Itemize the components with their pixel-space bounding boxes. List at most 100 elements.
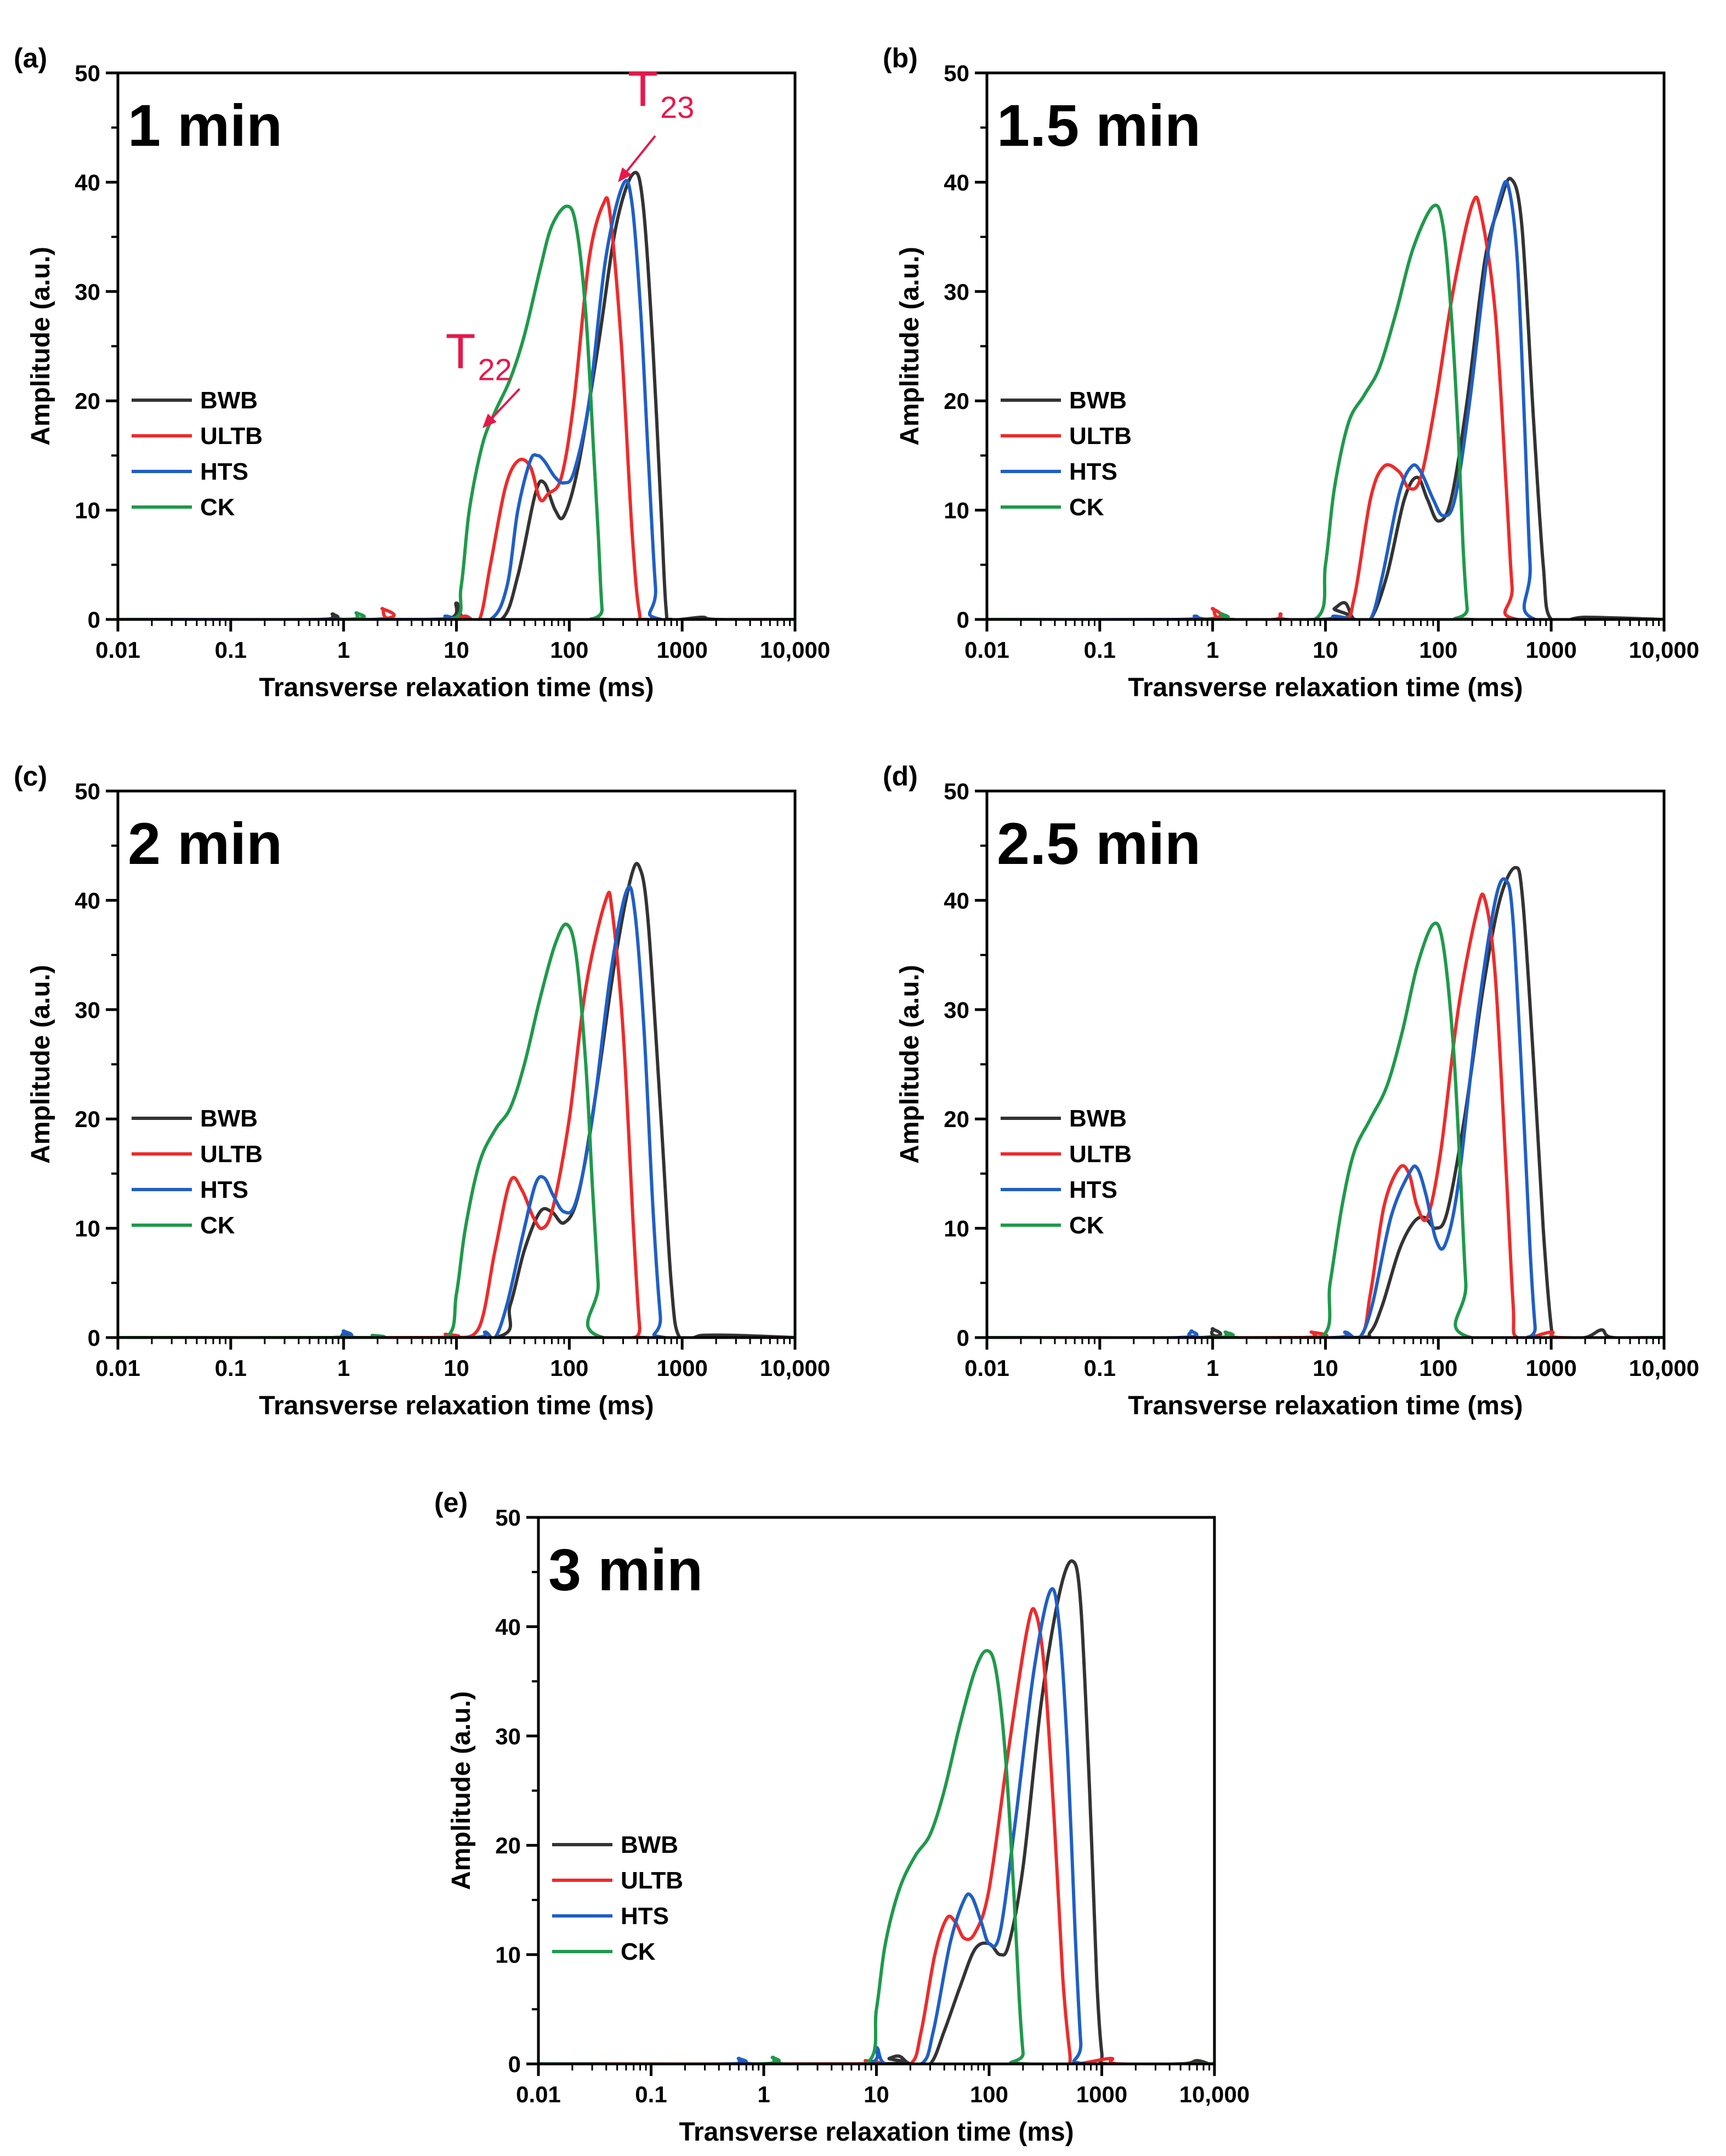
legend-label-bwb: BWB: [1069, 1105, 1127, 1132]
x-tick-label: 10: [1313, 1355, 1338, 1381]
y-tick-label: 50: [944, 60, 969, 86]
x-tick-label: 0.01: [964, 1355, 1009, 1381]
series-line-hts: [987, 877, 1664, 1338]
time-label: 2.5 min: [997, 810, 1201, 877]
series-group: [987, 866, 1664, 1338]
x-axis-title: Transverse relaxation time (ms): [259, 673, 654, 702]
legend-label-bwb: BWB: [621, 1831, 678, 1858]
legend-label-ck: CK: [1069, 1212, 1104, 1239]
series-line-bwb: [118, 170, 795, 619]
x-tick-label: 1: [337, 1355, 350, 1381]
y-tick-label: 0: [957, 1325, 969, 1351]
y-tick-label: 10: [944, 498, 969, 524]
y-tick-label: 50: [75, 60, 100, 86]
y-tick-label: 40: [75, 169, 100, 195]
x-tick-label: 10,000: [760, 637, 830, 663]
x-tick-label: 1000: [1076, 2081, 1127, 2107]
x-tick-label: 0.1: [215, 637, 247, 663]
series-line-bwb: [538, 1559, 1214, 2064]
legend-label-ultb: ULTB: [1069, 423, 1132, 450]
series-line-ultb: [118, 196, 795, 619]
y-tick-label: 20: [75, 1106, 100, 1132]
series-line-hts: [118, 885, 795, 1338]
legend-label-hts: HTS: [1069, 1176, 1117, 1203]
y-axis-title: Amplitude (a.u.): [895, 965, 924, 1164]
x-tick-label: 10,000: [760, 1355, 830, 1381]
legend-label-hts: HTS: [621, 1903, 669, 1930]
legend-label-ck: CK: [621, 1938, 656, 1965]
x-axis-title: Transverse relaxation time (ms): [1128, 1391, 1523, 1420]
annotation-label: T22: [446, 324, 512, 386]
series-line-bwb: [987, 866, 1664, 1338]
time-label: 3 min: [548, 1537, 703, 1603]
y-tick-label: 0: [508, 2051, 521, 2077]
x-tick-label: 10: [444, 637, 469, 663]
series-line-ultb: [987, 892, 1664, 1338]
series-line-bwb: [987, 177, 1664, 619]
x-tick-label: 10,000: [1179, 2081, 1250, 2107]
x-tick-label: 0.1: [635, 2081, 667, 2107]
series-group: [538, 1559, 1214, 2064]
legend-label-ck: CK: [200, 494, 235, 521]
legend-label-hts: HTS: [200, 458, 248, 485]
y-tick-label: 30: [75, 997, 100, 1023]
x-tick-label: 1: [757, 2081, 770, 2107]
x-tick-label: 10: [864, 2081, 889, 2107]
annotation-subscript: 23: [660, 90, 694, 124]
legend-label-bwb: BWB: [200, 387, 258, 414]
y-axis-title: Amplitude (a.u.): [26, 247, 55, 446]
x-tick-label: 100: [970, 2081, 1008, 2107]
x-tick-label: 0.01: [95, 637, 140, 663]
x-tick-label: 1000: [656, 1355, 707, 1381]
legend-label-bwb: BWB: [1069, 387, 1127, 414]
x-tick-label: 1: [1206, 637, 1219, 663]
y-tick-label: 30: [944, 997, 969, 1023]
x-tick-label: 0.01: [964, 637, 1009, 663]
annotation-arrow: [491, 388, 521, 419]
y-tick-label: 50: [75, 778, 100, 804]
chart-panel-4: 0 10 20 30 40 50 0.01 0.1 1 10 100 1000 10,000 Transv…: [434, 1487, 1250, 2147]
y-axis-title: Amplitude (a.u.): [26, 965, 55, 1164]
y-tick-label: 20: [495, 1833, 521, 1858]
x-tick-label: 10,000: [1629, 1355, 1699, 1381]
y-tick-label: 40: [75, 888, 100, 913]
series-line-bwb: [118, 862, 795, 1338]
x-tick-label: 1000: [656, 637, 707, 663]
chart-panel-2: 0 10 20 30 40 50 0.01 0.1 1 10 100 1000 10,000 Transv…: [14, 761, 830, 1420]
series-line-ck: [118, 922, 795, 1338]
y-tick-label: 50: [944, 778, 969, 804]
panel-label: (b): [883, 43, 918, 73]
y-tick-label: 50: [495, 1505, 521, 1531]
legend-label-hts: HTS: [1069, 458, 1117, 485]
x-tick-label: 10,000: [1629, 637, 1699, 663]
chart-panel-1: 0 10 20 30 40 50 0.01 0.1 1 10 100 1000 10,000 Transv…: [883, 43, 1699, 702]
series-line-ck: [987, 203, 1664, 619]
x-tick-label: 0.1: [1084, 1355, 1116, 1381]
legend-label-ultb: ULTB: [200, 423, 263, 450]
x-tick-label: 1: [337, 637, 350, 663]
y-tick-label: 20: [944, 388, 969, 414]
y-tick-label: 30: [495, 1723, 521, 1749]
x-tick-label: 1: [1206, 1355, 1219, 1381]
annotation-label: T23: [628, 62, 694, 124]
series-line-ck: [118, 204, 795, 619]
series-line-hts: [538, 1587, 1214, 2064]
annotation-subscript: 22: [478, 352, 512, 386]
y-tick-label: 10: [495, 1942, 521, 1968]
x-tick-label: 10: [444, 1355, 469, 1381]
x-tick-label: 0.1: [215, 1355, 247, 1381]
y-tick-label: 0: [957, 607, 969, 633]
legend-label-ck: CK: [200, 1212, 235, 1239]
panel-label: (d): [883, 761, 918, 792]
y-tick-label: 20: [944, 1106, 969, 1132]
y-tick-label: 10: [944, 1216, 969, 1242]
x-tick-label: 1000: [1525, 1355, 1576, 1381]
x-tick-label: 0.1: [1084, 637, 1116, 663]
legend-label-ultb: ULTB: [200, 1141, 263, 1168]
y-axis-title: Amplitude (a.u.): [895, 247, 924, 446]
y-tick-label: 10: [75, 1216, 100, 1242]
x-tick-label: 100: [1419, 637, 1457, 663]
x-tick-label: 0.01: [516, 2081, 561, 2107]
x-tick-label: 0.01: [95, 1355, 140, 1381]
